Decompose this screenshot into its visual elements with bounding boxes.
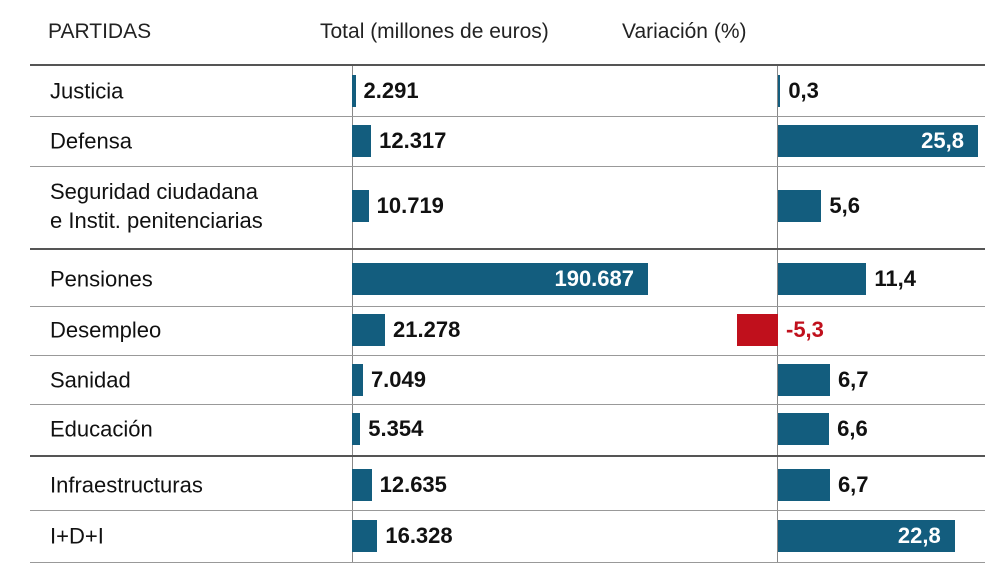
value-label: 22,8 xyxy=(897,523,941,548)
bar xyxy=(352,190,369,222)
value-label: 190.687 xyxy=(554,266,634,291)
row-separator xyxy=(30,248,985,250)
row-label: Defensa xyxy=(50,128,132,154)
value-label: 6,7 xyxy=(837,367,869,392)
bar xyxy=(778,190,822,222)
value-label: 5,6 xyxy=(829,193,860,218)
bar xyxy=(352,364,363,396)
column-header: Total (millones de euros) xyxy=(320,20,549,43)
value-label: 16.328 xyxy=(385,523,453,548)
value-label: 2.291 xyxy=(363,78,419,103)
axis-line xyxy=(777,64,778,562)
column-header: Variación (%) xyxy=(622,20,747,43)
row-separator xyxy=(30,306,985,307)
row-separator xyxy=(30,455,985,457)
bar xyxy=(778,520,955,552)
value-label: 5.354 xyxy=(368,416,424,441)
bar xyxy=(778,75,781,107)
row-separator xyxy=(30,510,985,511)
bar xyxy=(352,75,356,107)
bar xyxy=(352,125,372,157)
row-label: Pensiones xyxy=(50,266,153,292)
bar xyxy=(778,364,830,396)
row-separator xyxy=(30,64,985,66)
row-separator xyxy=(30,166,985,167)
row-label: Sanidad xyxy=(50,367,131,393)
value-label: 0,3 xyxy=(788,78,819,103)
value-label: 12.635 xyxy=(379,472,447,497)
value-label: 21.278 xyxy=(393,317,461,342)
bar xyxy=(352,314,386,346)
bar xyxy=(778,413,830,445)
row-label: Seguridad ciudadana e Instit. penitencia… xyxy=(50,179,263,233)
bar xyxy=(352,263,648,295)
bar xyxy=(778,263,867,295)
value-label: 7.049 xyxy=(370,367,426,392)
value-label: 11,4 xyxy=(874,266,916,291)
bar xyxy=(778,125,978,157)
column-header: PARTIDAS xyxy=(48,20,152,43)
row-separator xyxy=(30,355,985,356)
value-label: 12.317 xyxy=(379,128,447,153)
row-label: Desempleo xyxy=(50,317,162,343)
value-label: 6,6 xyxy=(837,416,868,441)
bar xyxy=(736,314,778,346)
row-label: Infraestructuras xyxy=(50,472,203,498)
row-separator xyxy=(30,404,985,405)
value-label: -5,3 xyxy=(786,317,824,342)
row-separator xyxy=(30,116,985,117)
bar xyxy=(352,413,361,445)
row-label: I+D+I xyxy=(50,523,104,549)
value-label: 10.719 xyxy=(376,193,444,218)
bar xyxy=(352,469,372,501)
axis-line xyxy=(352,64,353,562)
row-label: Justicia xyxy=(50,78,124,104)
value-label: 25,8 xyxy=(921,128,964,153)
value-label: 6,7 xyxy=(837,472,869,497)
bar xyxy=(778,469,830,501)
row-label: Educación xyxy=(50,416,153,442)
bar xyxy=(352,520,378,552)
row-separator xyxy=(30,562,985,563)
